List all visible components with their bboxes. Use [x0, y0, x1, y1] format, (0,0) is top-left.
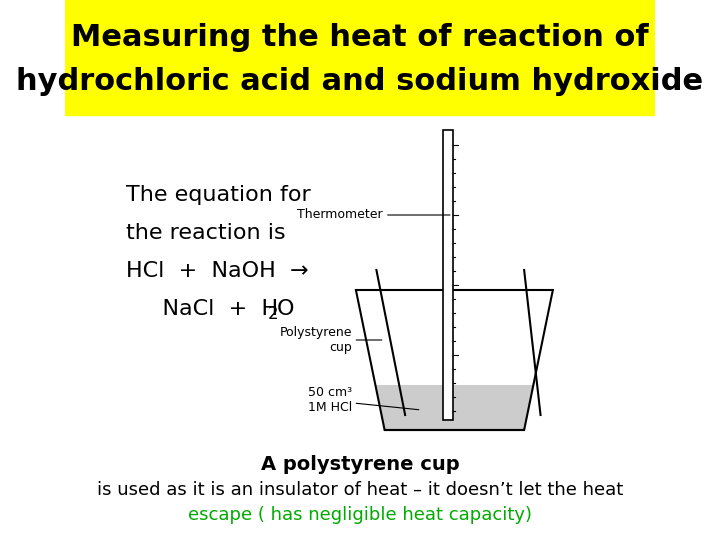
Polygon shape — [375, 385, 534, 430]
Text: Thermometer: Thermometer — [297, 208, 450, 221]
Text: 2: 2 — [267, 305, 278, 323]
Text: hydrochloric acid and sodium hydroxide: hydrochloric acid and sodium hydroxide — [17, 68, 703, 97]
Text: escape ( has negligible heat capacity): escape ( has negligible heat capacity) — [188, 506, 532, 524]
Text: Measuring the heat of reaction of: Measuring the heat of reaction of — [71, 24, 649, 52]
Text: A polystyrene cup: A polystyrene cup — [261, 456, 459, 475]
Text: The equation for: The equation for — [126, 185, 311, 205]
Text: the reaction is: the reaction is — [126, 223, 286, 243]
Text: is used as it is an insulator of heat – it doesn’t let the heat: is used as it is an insulator of heat – … — [97, 481, 623, 499]
Bar — [443, 130, 453, 420]
Bar — [65, 0, 655, 115]
Text: O: O — [277, 299, 294, 319]
Text: Polystyrene
cup: Polystyrene cup — [279, 326, 352, 354]
Text: NaCl  +  H: NaCl + H — [135, 299, 279, 319]
Text: 50 cm³
1M HCl: 50 cm³ 1M HCl — [307, 386, 352, 414]
Text: HCl  +  NaOH  →: HCl + NaOH → — [126, 261, 309, 281]
